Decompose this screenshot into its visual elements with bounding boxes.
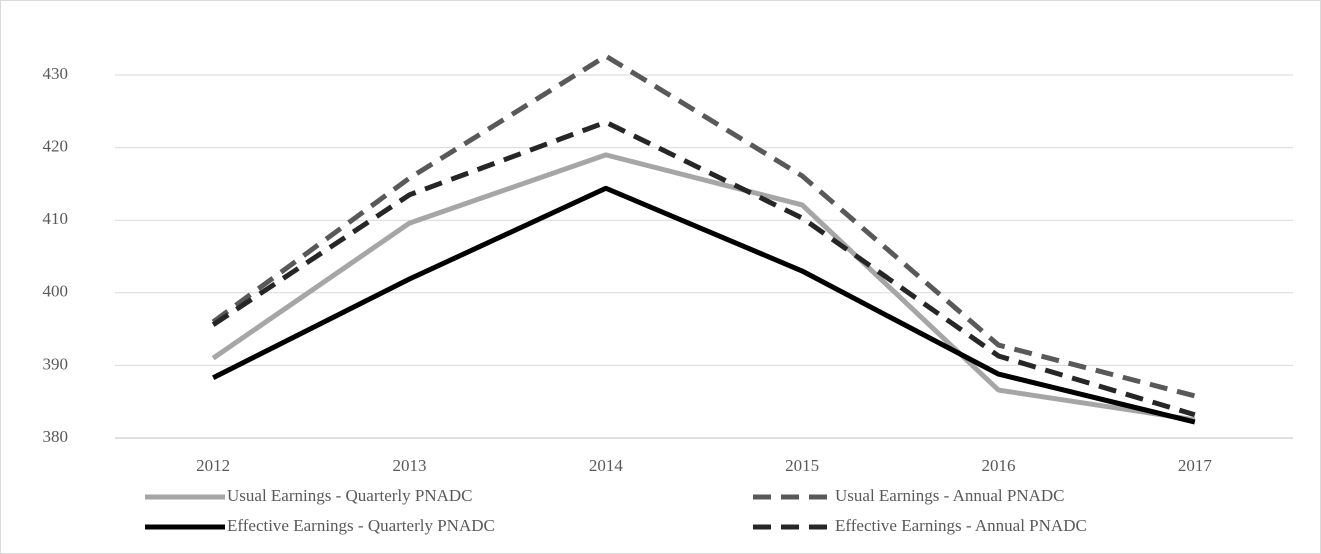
x-tick-label: 2012: [196, 456, 230, 475]
x-tick-label: 2015: [785, 456, 819, 475]
x-tick-label: 2014: [589, 456, 624, 475]
x-tick-label: 2013: [393, 456, 427, 475]
x-tick-label: 2016: [982, 456, 1016, 475]
series-line: [211, 53, 1196, 399]
y-tick-label: 390: [43, 354, 69, 373]
y-tick-label: 420: [43, 137, 69, 156]
series-line: [212, 185, 1196, 425]
legend-label: Usual Earnings - Quarterly PNADC: [227, 486, 473, 505]
x-tick-label: 2017: [1178, 456, 1213, 475]
legend-label: Effective Earnings - Annual PNADC: [835, 516, 1087, 535]
series-line: [211, 152, 1196, 423]
legend-label: Effective Earnings - Quarterly PNADC: [227, 516, 495, 535]
y-tick-label: 410: [43, 209, 69, 228]
y-tick-label: 400: [43, 282, 69, 301]
series-line: [211, 119, 1196, 418]
legend-label: Usual Earnings - Annual PNADC: [835, 486, 1064, 505]
y-tick-label: 380: [43, 427, 69, 446]
y-tick-label: 430: [43, 64, 69, 83]
